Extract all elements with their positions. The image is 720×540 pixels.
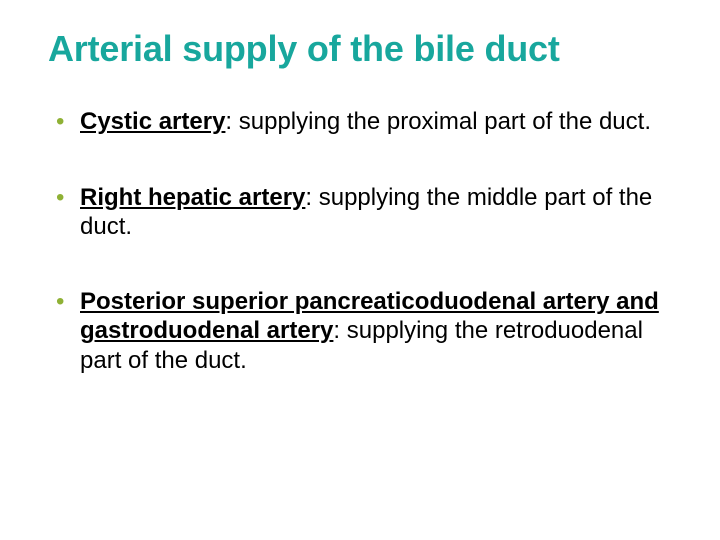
bullet-rest: : supplying the proximal part of the duc… bbox=[225, 108, 651, 135]
bullet-term: Right hepatic artery bbox=[80, 184, 305, 211]
slide-title: Arterial supply of the bile duct bbox=[48, 28, 672, 69]
list-item: Posterior superior pancreaticoduodenal a… bbox=[52, 287, 664, 375]
bullet-list: Cystic artery: supplying the proximal pa… bbox=[48, 107, 672, 375]
list-item: Cystic artery: supplying the proximal pa… bbox=[52, 107, 664, 136]
list-item: Right hepatic artery: supplying the midd… bbox=[52, 183, 664, 242]
slide: Arterial supply of the bile duct Cystic … bbox=[0, 0, 720, 540]
bullet-term: Cystic artery bbox=[80, 108, 225, 135]
